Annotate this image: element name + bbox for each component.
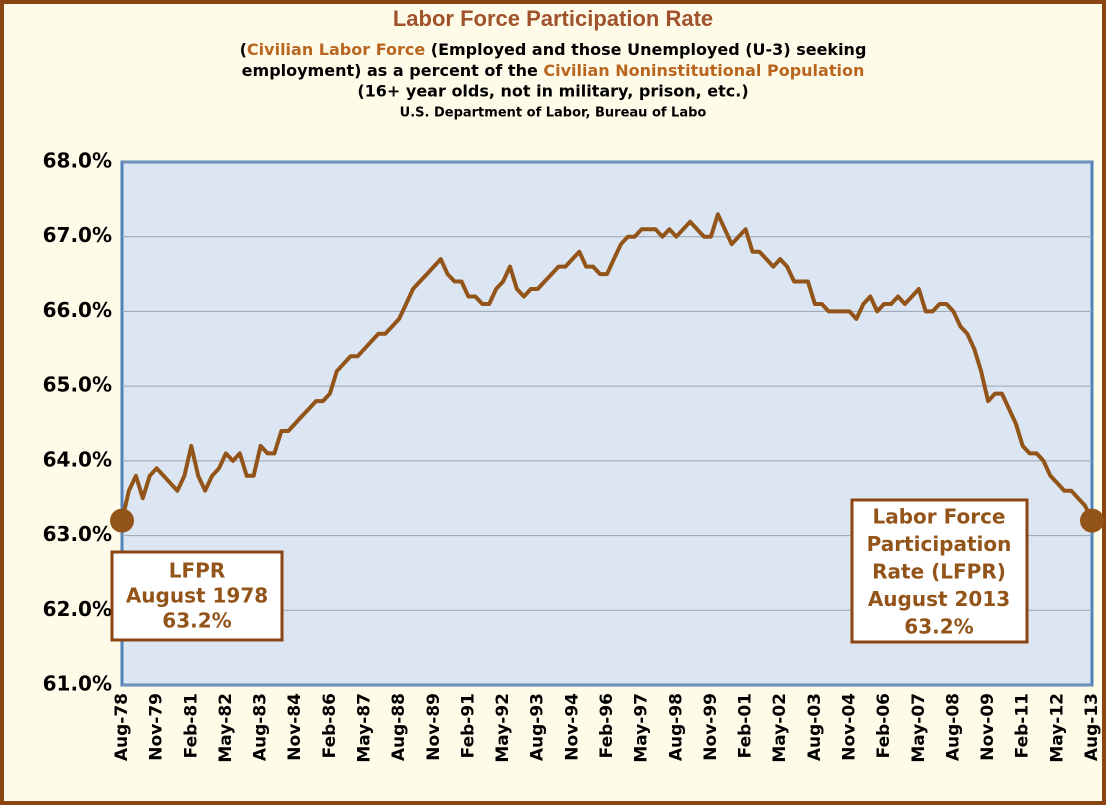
x-tick-label: Aug-03 xyxy=(805,693,825,761)
data-line xyxy=(120,212,1094,522)
subtitle-run: Civilian Labor Force xyxy=(247,40,425,59)
y-tick-label: 67.0% xyxy=(43,223,112,247)
annotation-text: August 1978 xyxy=(126,584,268,608)
y-tick-label: 63.0% xyxy=(43,522,112,546)
x-tick-label: May-07 xyxy=(909,693,929,763)
x-tick-label: Aug-13 xyxy=(1082,693,1102,761)
annotation-text: Labor Force xyxy=(873,505,1006,529)
annotation-box xyxy=(110,550,284,642)
x-tick-label: Aug-98 xyxy=(666,693,686,761)
x-tick-label: Nov-09 xyxy=(978,693,998,761)
x-tick-label: May-82 xyxy=(216,693,236,763)
y-tick-label: 62.0% xyxy=(43,597,112,621)
annotation-text: Participation xyxy=(867,532,1012,556)
x-tick-label: Nov-89 xyxy=(424,693,444,761)
x-tick-label: May-92 xyxy=(493,693,513,763)
y-tick-label: 65.0% xyxy=(43,373,112,397)
annotation-text: 63.2% xyxy=(162,609,231,633)
x-tick-label: Aug-78 xyxy=(112,693,132,761)
subtitle: (Civilian Labor Force (Employed and thos… xyxy=(240,40,867,121)
x-tick-label: Nov-94 xyxy=(562,693,582,761)
x-tick-label: Feb-91 xyxy=(458,693,478,758)
x-tick-label: Aug-88 xyxy=(389,693,409,761)
x-tick-label: Feb-11 xyxy=(1013,693,1033,758)
x-tick-label: Aug-08 xyxy=(943,693,963,761)
subtitle-line: U.S. Department of Labor, Bureau of Labo xyxy=(400,106,707,121)
x-tick-label: May-87 xyxy=(355,693,375,763)
annotation-text: LFPR xyxy=(169,559,225,583)
subtitle-run: (Employed and those Unemployed (U-3) see… xyxy=(425,40,866,59)
subtitle-run: ( xyxy=(240,40,247,59)
chart-title: Labor Force Participation Rate xyxy=(393,6,713,31)
x-tick-label: Aug-83 xyxy=(251,693,271,761)
y-tick-label: 68.0% xyxy=(43,149,112,173)
x-tick-label: Feb-06 xyxy=(874,693,894,758)
end-marker xyxy=(110,508,134,533)
subtitle-line: employment) as a percent of the Civilian… xyxy=(242,61,865,80)
annotation-text: Rate (LFPR) xyxy=(872,560,1006,584)
x-tick-label: May-02 xyxy=(770,693,790,763)
y-tick-label: 64.0% xyxy=(43,447,112,471)
x-tick-label: May-12 xyxy=(1047,693,1067,763)
annotation-box xyxy=(850,498,1029,644)
annotation-text: 63.2% xyxy=(904,615,973,639)
x-tick-label: Nov-84 xyxy=(285,693,305,761)
subtitle-run: employment) as a percent of the xyxy=(242,61,544,80)
x-tick-label: Feb-96 xyxy=(597,693,617,758)
x-tick-label: Feb-86 xyxy=(320,693,340,758)
x-tick-label: May-97 xyxy=(632,693,652,763)
subtitle-line: (Civilian Labor Force (Employed and thos… xyxy=(240,40,867,59)
x-tick-label: Nov-79 xyxy=(147,693,167,761)
end-marker xyxy=(1080,508,1104,533)
y-tick-label: 66.0% xyxy=(43,298,112,322)
x-tick-label: Nov-99 xyxy=(701,693,721,761)
y-tick-label: 61.0% xyxy=(43,672,112,696)
subtitle-line: (16+ year olds, not in military, prison,… xyxy=(357,82,748,101)
x-tick-label: Aug-93 xyxy=(528,693,548,761)
x-tick-label: Feb-01 xyxy=(736,693,756,758)
subtitle-run: Civilian Noninstitutional Population xyxy=(543,61,864,80)
annotation-text: August 2013 xyxy=(868,587,1010,611)
x-tick-label: Nov-04 xyxy=(840,693,860,761)
x-tick-label: Feb-81 xyxy=(181,693,201,758)
